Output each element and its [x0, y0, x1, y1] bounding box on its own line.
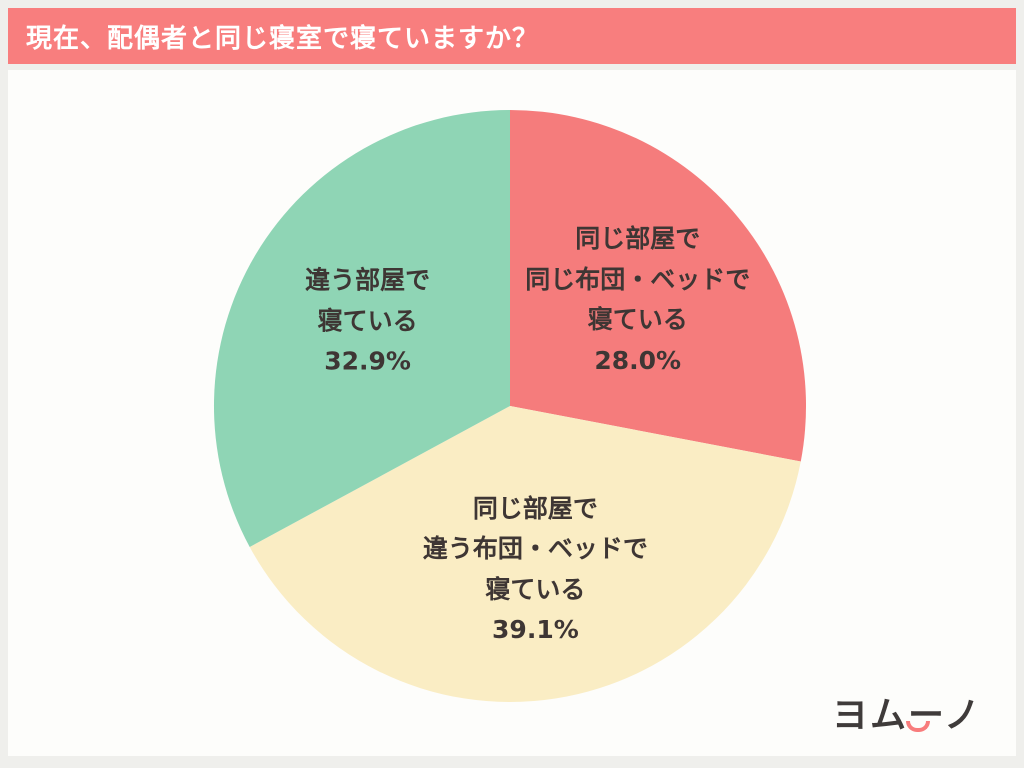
pie-slice-1 [249, 406, 801, 703]
content-panel: 同じ部屋で 同じ布団・ベッドで 寝ている 28.0% 同じ部屋で 違う布団・ベッドで 寝てい… [8, 70, 1016, 756]
pie-chart: 同じ部屋で 同じ布団・ベッドで 寝ている 28.0% 同じ部屋で 違う布団・ベッドで 寝てい… [212, 108, 808, 704]
pie-svg [213, 109, 807, 703]
brand-logo: ヨムーノ [832, 686, 982, 738]
brand-logo-text: ヨムーノ [832, 695, 982, 736]
page-title: 現在、配偶者と同じ寝室で寝ていますか？ [26, 23, 540, 54]
brand-smile-icon [906, 721, 930, 732]
pie-slice-0 [510, 109, 807, 462]
pie-slice-2 [213, 109, 510, 547]
title-bar: 現在、配偶者と同じ寝室で寝ていますか？ [8, 8, 1016, 64]
